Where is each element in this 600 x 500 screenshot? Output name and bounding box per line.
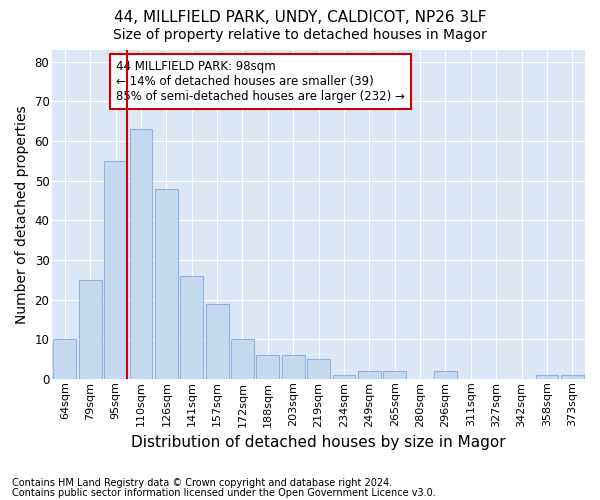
Bar <box>206 304 229 379</box>
X-axis label: Distribution of detached houses by size in Magor: Distribution of detached houses by size … <box>131 435 506 450</box>
Bar <box>130 129 152 379</box>
Bar <box>53 339 76 379</box>
Bar <box>79 280 101 379</box>
Bar <box>536 375 559 379</box>
Text: Contains HM Land Registry data © Crown copyright and database right 2024.: Contains HM Land Registry data © Crown c… <box>12 478 392 488</box>
Bar <box>383 371 406 379</box>
Bar <box>181 276 203 379</box>
Bar <box>282 355 305 379</box>
Text: 44, MILLFIELD PARK, UNDY, CALDICOT, NP26 3LF: 44, MILLFIELD PARK, UNDY, CALDICOT, NP26… <box>114 10 486 25</box>
Text: Contains public sector information licensed under the Open Government Licence v3: Contains public sector information licen… <box>12 488 436 498</box>
Bar <box>332 375 355 379</box>
Bar <box>155 188 178 379</box>
Bar <box>358 371 381 379</box>
Bar <box>256 355 279 379</box>
Text: Size of property relative to detached houses in Magor: Size of property relative to detached ho… <box>113 28 487 42</box>
Bar <box>104 161 127 379</box>
Bar <box>231 339 254 379</box>
Bar <box>434 371 457 379</box>
Bar <box>561 375 584 379</box>
Y-axis label: Number of detached properties: Number of detached properties <box>15 105 29 324</box>
Text: 44 MILLFIELD PARK: 98sqm
← 14% of detached houses are smaller (39)
85% of semi-d: 44 MILLFIELD PARK: 98sqm ← 14% of detach… <box>116 60 405 103</box>
Bar <box>307 359 330 379</box>
